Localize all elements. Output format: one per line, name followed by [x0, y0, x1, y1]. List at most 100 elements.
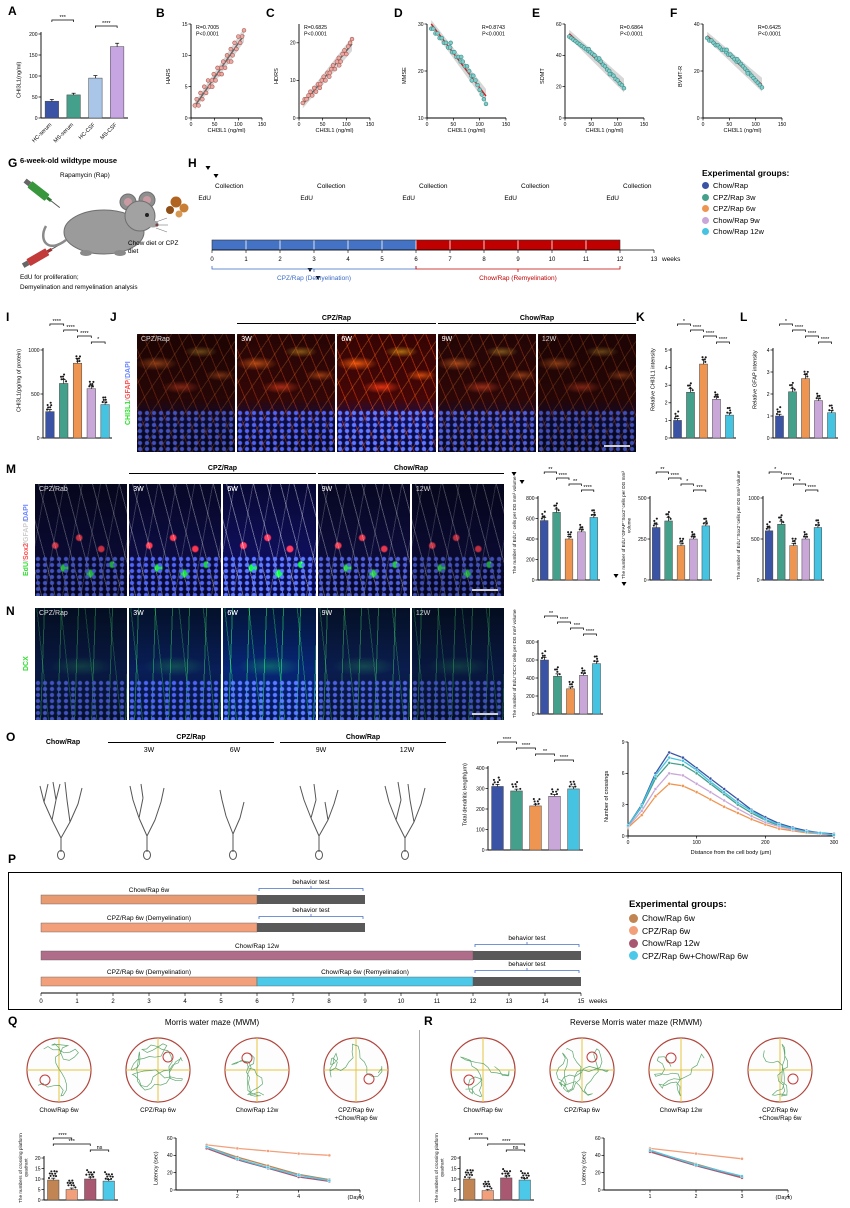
- svg-text:CHI3L1 (ng/ml): CHI3L1 (ng/ml): [316, 128, 354, 134]
- svg-text:150: 150: [29, 53, 38, 59]
- image-label: 12W: [541, 336, 557, 343]
- svg-text:2: 2: [695, 1194, 698, 1200]
- week-label: 3W: [143, 747, 155, 754]
- svg-text:4: 4: [346, 257, 350, 263]
- svg-text:***: ***: [60, 15, 67, 21]
- image-label: 3W: [241, 336, 252, 343]
- svg-text:10: 10: [35, 1177, 41, 1183]
- svg-text:R=0.7005: R=0.7005: [196, 25, 219, 31]
- y-axis-label: Latency (sec): [153, 1151, 160, 1185]
- chow-food-icon: [166, 196, 189, 218]
- image-label: CPZ/Rap: [141, 336, 170, 343]
- svg-text:+Chow/Rap 6w: +Chow/Rap 6w: [335, 1115, 378, 1122]
- svg-text:20: 20: [418, 69, 424, 75]
- experiment-timeline-graphic: Chow/Rap 6w behavior test CPZ/Rap 6w (Demy…: [39, 879, 608, 1005]
- svg-text:***: ***: [696, 485, 703, 491]
- line-chart-q: 0 20 40 60 2 4 6(Days): [167, 1136, 364, 1201]
- svg-text:Collection: Collection: [419, 183, 448, 190]
- svg-text:(Days): (Days): [776, 1195, 793, 1201]
- svg-text:800: 800: [526, 640, 535, 646]
- svg-text:P<0.0001: P<0.0001: [620, 32, 643, 38]
- y-axis-label: Relative GFAP intensity: [752, 350, 759, 410]
- svg-text:3: 3: [312, 257, 316, 263]
- y-axis-label: CHI3L1(pg/mg of protein): [16, 348, 23, 412]
- svg-text:behavior test: behavior test: [292, 907, 329, 914]
- svg-text:****: ****: [586, 629, 595, 635]
- panel-label-b: B: [156, 6, 165, 20]
- svg-text:Chow/Rap 6w: Chow/Rap 6w: [463, 1107, 503, 1114]
- maze-trajectories: Chow/Rap 6w CPZ/Rap 6w Chow/Rap 12w CPZ/Rap…: [26, 1037, 389, 1122]
- legend-items: Chow/Rap 6w CPZ/Rap 6w Chow/Rap 12w CPZ/Rap…: [629, 913, 835, 961]
- svg-text:P<0.0001: P<0.0001: [482, 32, 505, 38]
- group-header-cpz: CPZ/Rap: [129, 465, 316, 474]
- svg-text:300: 300: [476, 786, 485, 792]
- panel-h-timeline: Collection EdU Collection EdU Collection EdU C…: [198, 158, 842, 586]
- svg-text:9: 9: [363, 999, 367, 1005]
- svg-text:1: 1: [75, 999, 79, 1005]
- dendrite-tracing: [129, 783, 165, 860]
- rapamycin-label: Rapamycin (Rap): [60, 172, 110, 179]
- svg-text:9: 9: [516, 257, 520, 263]
- svg-text:P<0.0001: P<0.0001: [304, 32, 327, 38]
- y-axis-label: The number of EdU⁺Sox2⁺cells per DG mm³ …: [735, 470, 741, 580]
- panel-label-a: A: [8, 4, 17, 18]
- panel-divider: [419, 1030, 420, 1202]
- svg-text:4: 4: [665, 365, 668, 371]
- y-axis-label: Total dendritic length(μm): [462, 763, 469, 827]
- svg-text:1: 1: [649, 1194, 652, 1200]
- svg-text:weeks: weeks: [588, 998, 608, 1005]
- mwm-title: Morris water maze (MWM): [164, 1018, 260, 1027]
- svg-text:0: 0: [598, 1188, 601, 1194]
- fluorescence-image: 9W: [317, 484, 410, 596]
- svg-text:20: 20: [694, 69, 700, 75]
- svg-text:5: 5: [380, 257, 384, 263]
- svg-text:5: 5: [665, 348, 668, 354]
- svg-text:1000: 1000: [28, 348, 39, 354]
- svg-text:****: ****: [58, 1133, 67, 1139]
- image-label: 12W: [415, 486, 431, 493]
- svg-text:***: ***: [574, 623, 581, 629]
- image-label: 12W: [415, 610, 431, 617]
- svg-text:R=0.6825: R=0.6825: [304, 25, 327, 31]
- fluorescence-image: 6W: [337, 334, 436, 452]
- svg-text:**: **: [660, 467, 665, 473]
- svg-text:3: 3: [767, 370, 770, 376]
- svg-text:150: 150: [778, 122, 787, 128]
- svg-text:12: 12: [617, 257, 624, 263]
- svg-text:0: 0: [532, 712, 535, 718]
- svg-text:0: 0: [532, 578, 535, 584]
- edu-label-1: EdU for proliferation;: [20, 274, 79, 281]
- svg-text:0: 0: [210, 257, 214, 263]
- panel-e-scatter: SDMT 0 20 40 60 0 50 100 150 R=0.6864 P<0.0001 CHI…: [538, 18, 649, 134]
- svg-text:****: ****: [53, 319, 62, 325]
- svg-text:1: 1: [665, 418, 668, 424]
- svg-text:600: 600: [526, 516, 535, 522]
- svg-text:****: ****: [808, 331, 817, 337]
- fluorescence-image: 12W: [411, 484, 505, 596]
- panel-label-j: J: [110, 310, 117, 324]
- stain-side-label: EdU / Sox2/GFAP / DAPI: [23, 503, 30, 577]
- y-axis-label: HARS: [165, 68, 172, 84]
- svg-text:CHI3L1 (ng/ml): CHI3L1 (ng/ml): [586, 128, 624, 134]
- panel-q-mwm: Morris water maze (MWM) Chow/Rap 6w CPZ/R…: [14, 1018, 410, 1206]
- svg-text:30: 30: [418, 22, 424, 28]
- svg-text:300: 300: [830, 840, 839, 846]
- svg-text:Distance from the cell body (μ: Distance from the cell body (μm): [691, 850, 772, 856]
- svg-text:****: ****: [795, 325, 804, 331]
- fluorescence-image: 9W: [317, 608, 410, 720]
- latency-line-chart: Latency (sec) 0 20 40 60 2 4 6 (Days): [152, 1132, 366, 1204]
- svg-text:10: 10: [182, 53, 188, 59]
- fluorescence-image: 3W: [129, 484, 222, 596]
- group-header-cpz: CPZ/Rap: [237, 315, 436, 324]
- svg-text:0: 0: [627, 840, 630, 846]
- fluorescence-image: 9W: [437, 334, 536, 452]
- svg-text:Chow/Rap 6w: Chow/Rap 6w: [129, 887, 170, 894]
- panel-i-bar-chart: CHI3L1(pg/mg of protein) 0 500 1000 **** ***…: [14, 316, 115, 444]
- svg-text:100: 100: [751, 122, 760, 128]
- svg-text:20: 20: [556, 84, 562, 90]
- svg-text:CHI3L1 (ng/ml): CHI3L1 (ng/ml): [208, 128, 246, 134]
- image-label: 9W: [321, 486, 333, 493]
